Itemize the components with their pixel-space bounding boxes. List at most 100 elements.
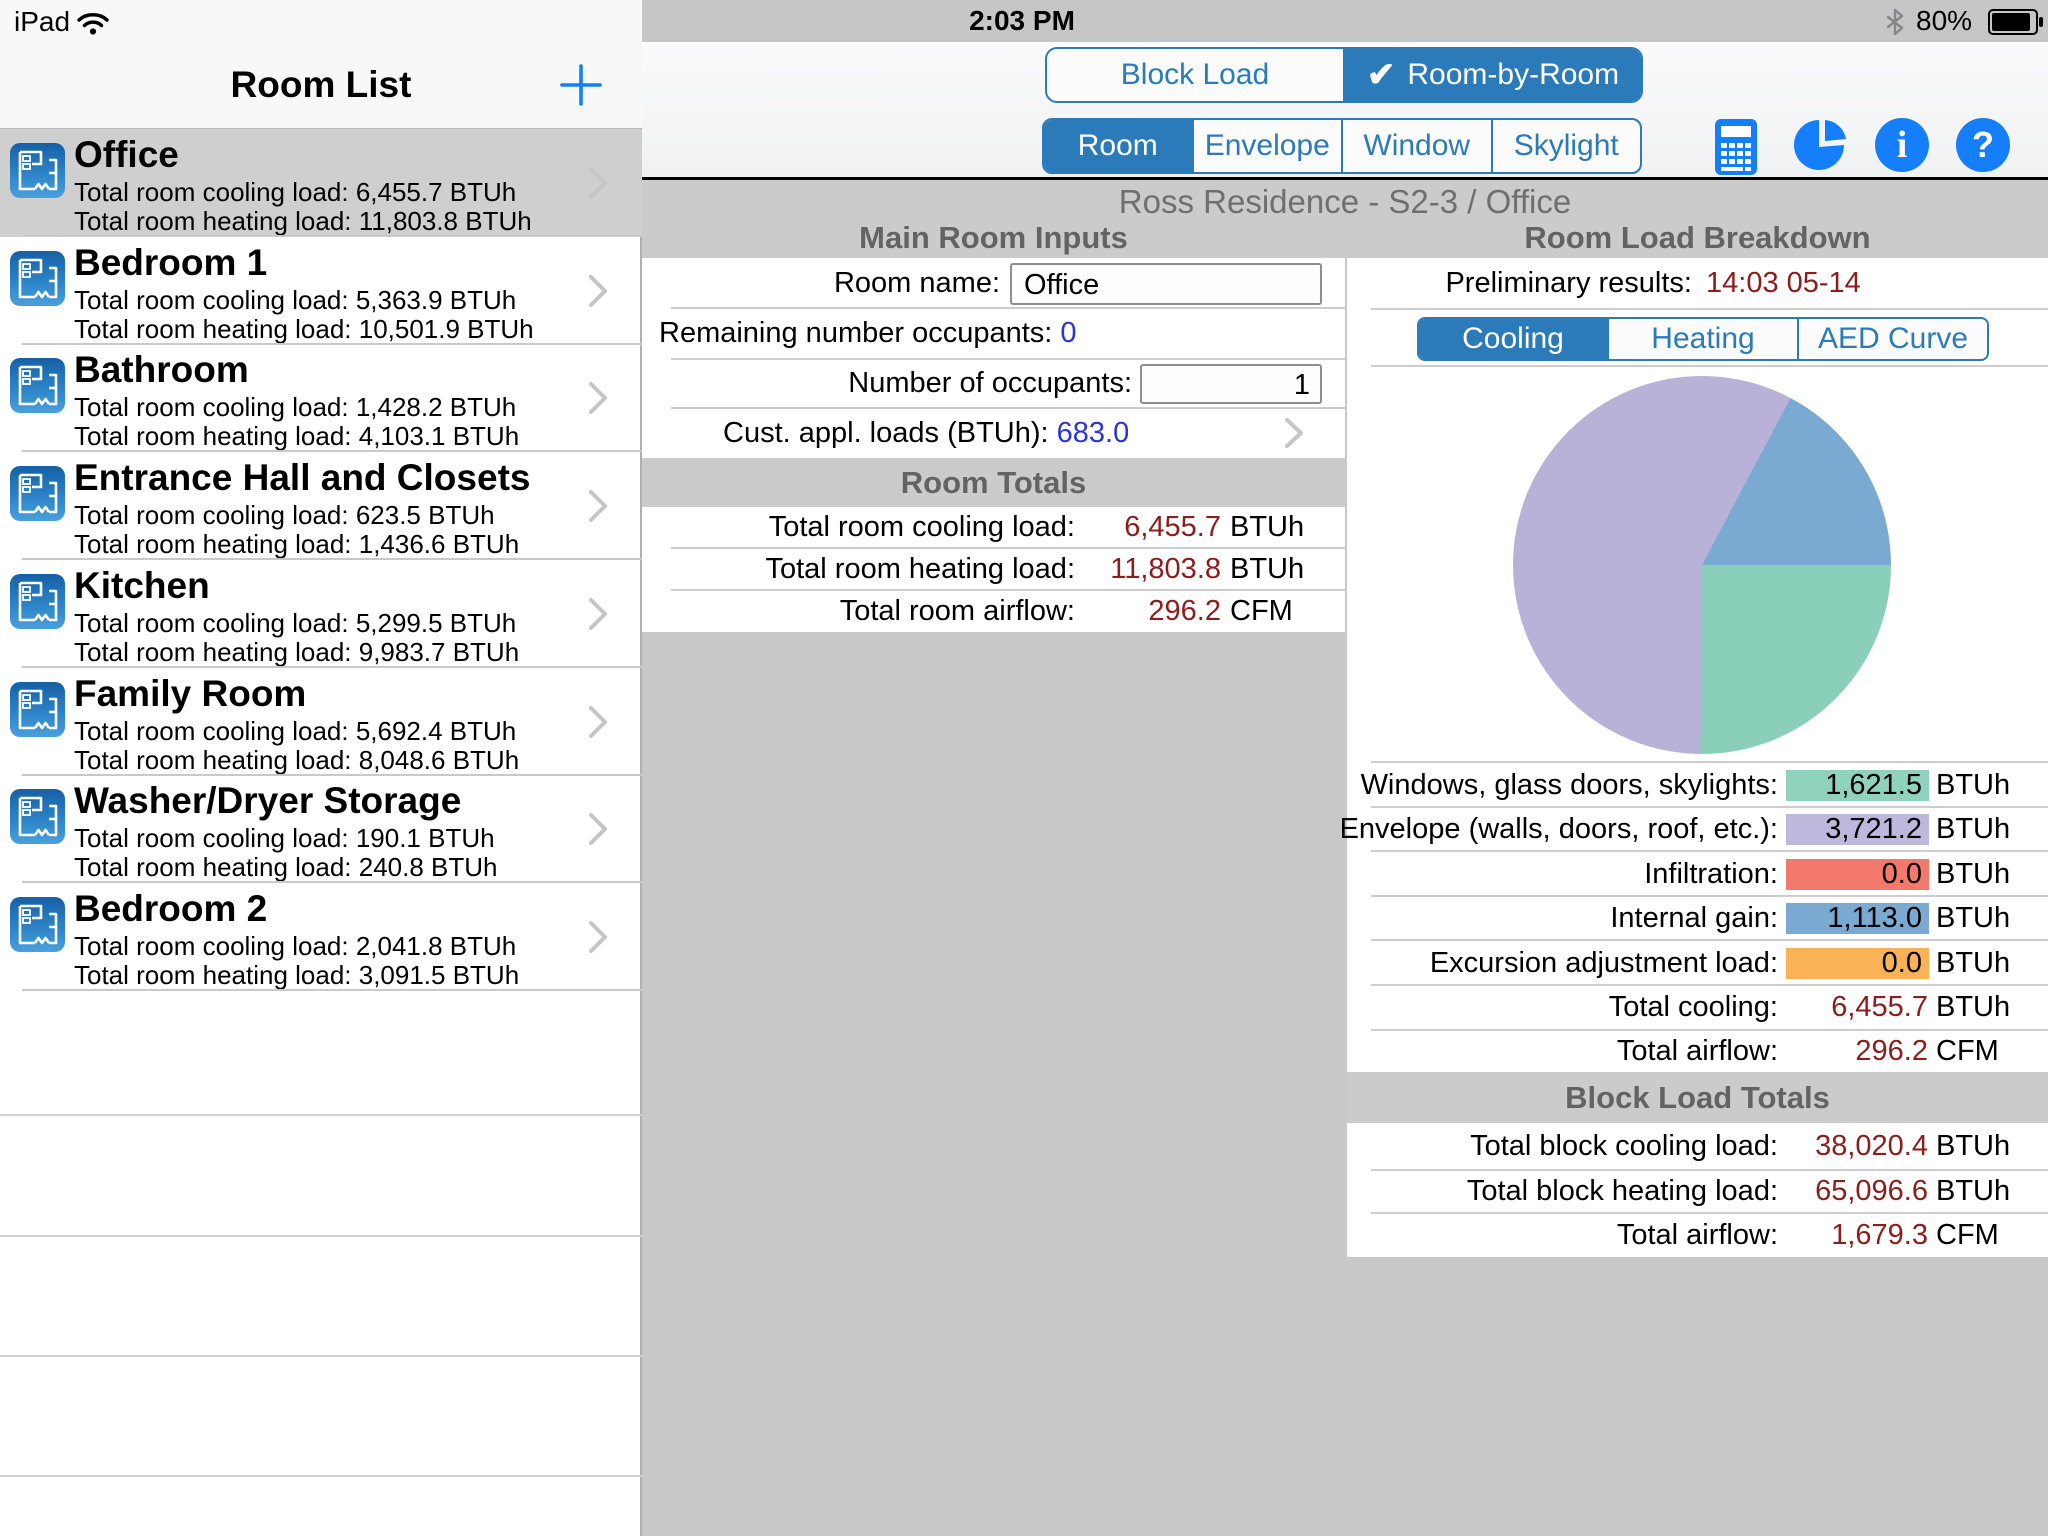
wifi-icon xyxy=(77,13,109,35)
tab-label: Heating xyxy=(1651,322,1755,355)
carrier-label: iPad xyxy=(14,6,71,37)
detail-tabs-segmented-control: Room Envelope Window Skylight xyxy=(1042,118,1642,174)
empty-row-separator xyxy=(0,1475,642,1477)
block-airflow-value: 1,679.3 xyxy=(1831,1219,1928,1251)
room-list-sidebar: iPad Room List Office T xyxy=(0,0,642,1536)
tab-label: Block Load xyxy=(1120,58,1270,91)
total-label: Total room heating load: xyxy=(765,553,1075,585)
empty-row-separator xyxy=(0,1355,642,1357)
tab-aed-curve[interactable]: AED Curve xyxy=(1797,319,1987,359)
room-cooling-load: Total room cooling load: 623.5 BTUh xyxy=(74,500,495,531)
tab-room[interactable]: Room xyxy=(1044,120,1192,172)
pie-chart-icon xyxy=(1794,120,1846,170)
room-cooling-load: Total room cooling load: 6,455.7 BTUh xyxy=(74,177,517,207)
floor-plan-icon xyxy=(10,681,65,737)
tab-window[interactable]: Window xyxy=(1341,120,1491,172)
main-room-inputs-panel xyxy=(642,258,1345,632)
breakdown-unit: BTUh xyxy=(1936,902,2011,934)
room-name-input[interactable]: Office xyxy=(1010,263,1322,305)
chevron-right-icon xyxy=(1285,418,1303,448)
remaining-occupants-value: 0 xyxy=(1060,317,1077,349)
header-band xyxy=(642,180,2048,258)
section-header-block-load-totals: Block Load Totals xyxy=(1347,1072,2048,1123)
row-separator xyxy=(22,558,642,561)
breakdown-value-chip: 1,113.0 xyxy=(1786,903,1929,934)
separator xyxy=(1371,1212,2048,1214)
room-name: Entrance Hall and Closets xyxy=(74,457,531,499)
separator xyxy=(1371,806,2048,808)
room-list-item[interactable]: Bedroom 2 Total room cooling load: 2,041… xyxy=(0,883,642,991)
floor-plan-icon xyxy=(10,358,65,414)
block-cooling-value: 38,020.4 xyxy=(1815,1130,1928,1162)
room-name: Kitchen xyxy=(74,564,210,606)
remaining-occupants-label: Remaining number occupants: xyxy=(659,317,1053,349)
room-heating-load: Total room heating load: 11,803.8 BTUh xyxy=(74,206,532,236)
room-list-item[interactable]: Bathroom Total room cooling load: 1,428.… xyxy=(0,344,642,453)
room-list-item[interactable]: Entrance Hall and Closets Total room coo… xyxy=(0,452,642,561)
floor-plan-icon xyxy=(10,896,65,952)
breakdown-value-chip: 0.0 xyxy=(1786,948,1929,979)
tab-envelope[interactable]: Envelope xyxy=(1191,120,1342,172)
info-button[interactable]: i xyxy=(1875,118,1929,172)
separator xyxy=(1371,1029,2048,1031)
block-heating-label: Total block heating load: xyxy=(1466,1175,1778,1207)
separator xyxy=(671,589,1345,591)
tab-label: Envelope xyxy=(1204,129,1330,162)
room-cooling-load: Total room cooling load: 5,363.9 BTUh xyxy=(74,284,517,315)
row-separator xyxy=(22,342,642,345)
tab-block-load[interactable]: Block Load xyxy=(1047,49,1343,101)
tab-cooling[interactable]: Cooling xyxy=(1419,319,1607,359)
plus-icon xyxy=(560,64,602,106)
battery-icon xyxy=(1988,9,2043,35)
info-icon: i xyxy=(1875,118,1929,172)
floor-plan-icon xyxy=(10,143,65,198)
floor-plan-icon xyxy=(10,250,65,306)
block-airflow-unit: CFM xyxy=(1936,1219,1999,1251)
room-cooling-load: Total room cooling load: 190.1 BTUh xyxy=(74,823,495,854)
room-heating-load: Total room heating load: 1,436.6 BTUh xyxy=(74,529,520,560)
breakdown-label: Excursion adjustment load: xyxy=(1429,947,1778,979)
room-list-item[interactable]: Kitchen Total room cooling load: 5,299.5… xyxy=(0,560,642,668)
floor-plan-icon xyxy=(10,789,65,845)
breakdown-unit: BTUh xyxy=(1936,769,2011,801)
tab-skylight[interactable]: Skylight xyxy=(1490,120,1641,172)
custom-appliance-loads-row[interactable]: Cust. appl. loads (BTUh): 683.0 xyxy=(723,408,1129,458)
room-cooling-load: Total room cooling load: 5,299.5 BTUh xyxy=(74,607,517,638)
room-list-item[interactable]: Bedroom 1 Total room cooling load: 5,363… xyxy=(0,237,642,345)
total-value: 11,803.8 xyxy=(1110,553,1221,585)
room-name: Bedroom 1 xyxy=(74,241,268,283)
breakdown-value-chip: 3,721.2 xyxy=(1786,814,1929,845)
room-name: Family Room xyxy=(74,672,307,714)
occupants-input[interactable]: 1 xyxy=(1140,364,1322,404)
separator xyxy=(1371,850,2048,852)
separator xyxy=(671,547,1345,549)
room-heating-load: Total room heating load: 9,983.7 BTUh xyxy=(74,636,520,667)
block-cooling-unit: BTUh xyxy=(1936,1130,2011,1162)
tab-room-by-room[interactable]: ✔ Room-by-Room xyxy=(1343,49,1641,101)
chart-button[interactable] xyxy=(1794,118,1848,172)
empty-row-separator xyxy=(0,1114,642,1116)
chevron-right-icon xyxy=(589,597,607,630)
block-cooling-label: Total block cooling load: xyxy=(1470,1130,1778,1162)
room-list-item[interactable]: Office Total room cooling load: 6,455.7 … xyxy=(0,129,642,237)
add-room-button[interactable] xyxy=(556,62,606,108)
total-airflow-unit: CFM xyxy=(1936,1035,1999,1067)
tab-heating[interactable]: Heating xyxy=(1607,319,1797,359)
section-header-main-room-inputs: Main Room Inputs xyxy=(859,220,1128,255)
help-icon: ? xyxy=(1956,118,2010,172)
breakdown-label: Windows, glass doors, skylights: xyxy=(1360,769,1778,801)
room-name: Office xyxy=(74,134,179,175)
calculator-button[interactable] xyxy=(1714,118,1768,175)
row-separator xyxy=(22,988,642,991)
remaining-occupants-row: Remaining number occupants: 0 xyxy=(659,308,1077,359)
toolbar-divider xyxy=(642,177,2048,180)
empty-row-separator xyxy=(0,1235,642,1237)
custom-appliance-loads-label: Cust. appl. loads (BTUh): xyxy=(723,417,1049,449)
room-list-item[interactable]: Washer/Dryer Storage Total room cooling … xyxy=(0,775,642,884)
tab-label: Skylight xyxy=(1513,129,1619,162)
room-list-item[interactable]: Family Room Total room cooling load: 5,6… xyxy=(0,668,642,776)
total-unit: CFM xyxy=(1230,595,1293,627)
tab-label: Window xyxy=(1363,129,1471,162)
breakdown-unit: BTUh xyxy=(1936,813,2011,845)
help-button[interactable]: ? xyxy=(1956,118,2010,172)
